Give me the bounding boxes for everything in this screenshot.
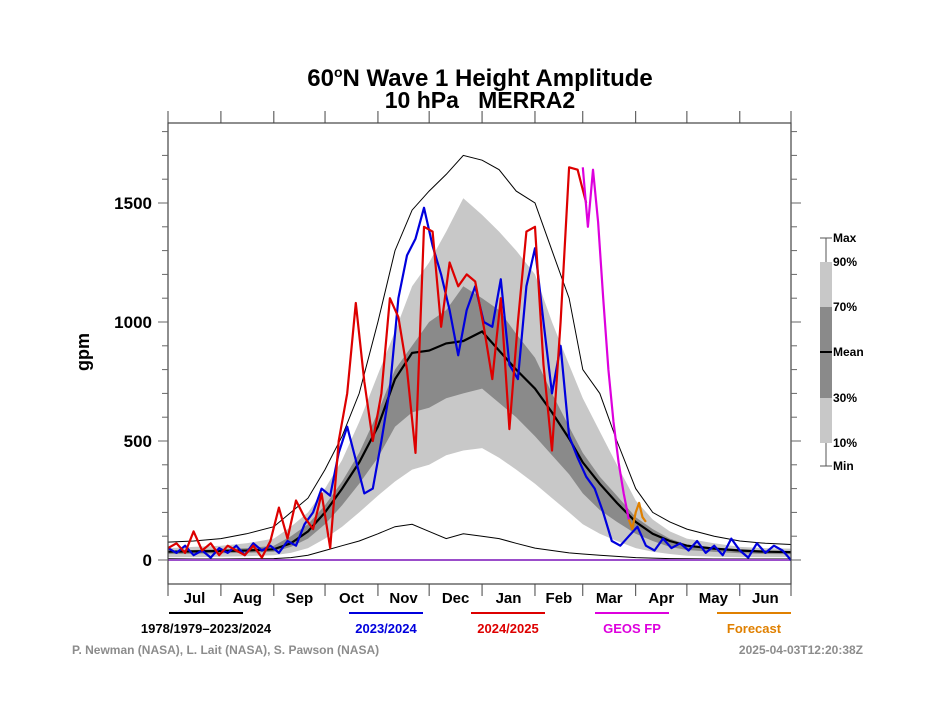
legend: 1978/1979–2023/2024 2023/2024 2024/2025 GEO… bbox=[141, 612, 791, 636]
series-line-geos-fp bbox=[581, 167, 630, 520]
y-axis-ticks: 0 500 1000 1500 bbox=[114, 131, 801, 570]
footer-authors: P. Newman (NASA), L. Lait (NASA), S. Paw… bbox=[72, 643, 379, 657]
legend-label: Forecast bbox=[727, 621, 782, 636]
band-30-70 bbox=[168, 286, 791, 555]
y-tick-label: 1000 bbox=[114, 313, 152, 332]
chart-subtitle: 10 hPa MERRA2 bbox=[385, 87, 575, 113]
y-tick-label: 0 bbox=[143, 551, 152, 570]
key-label: Max bbox=[833, 231, 857, 245]
series-line-forecast bbox=[627, 501, 647, 531]
x-tick-label: May bbox=[699, 590, 729, 607]
percentile-bands bbox=[168, 198, 791, 558]
legend-label: 2023/2024 bbox=[355, 621, 417, 636]
key-label: 90% bbox=[833, 255, 857, 269]
y-tick-label: 500 bbox=[124, 432, 152, 451]
plot-frame bbox=[167, 122, 792, 585]
x-tick-label: Aug bbox=[233, 590, 262, 607]
y-tick-label: 1500 bbox=[114, 194, 152, 213]
x-tick-label: Mar bbox=[596, 590, 623, 607]
axes bbox=[167, 122, 792, 585]
series-lines bbox=[167, 154, 792, 561]
x-tick-label: Nov bbox=[389, 590, 418, 607]
x-tick-label: Dec bbox=[442, 590, 470, 607]
chart-title: 60oN Wave 1 Height Amplitude bbox=[307, 64, 653, 92]
key-label: Mean bbox=[833, 345, 864, 359]
series-line-2024-2025 bbox=[167, 166, 588, 559]
x-axis-ticks: Jul Aug Sep Oct Nov Dec Jan Feb Mar Apr May Jun bbox=[167, 111, 792, 607]
y-axis-label: gpm bbox=[73, 333, 93, 371]
legend-label: 1978/1979–2023/2024 bbox=[141, 621, 272, 636]
x-tick-label: Oct bbox=[339, 590, 364, 607]
key-label: 10% bbox=[833, 436, 857, 450]
x-tick-label: Jan bbox=[496, 590, 522, 607]
key-label: 70% bbox=[833, 300, 857, 314]
x-tick-label: Feb bbox=[546, 590, 573, 607]
footer-timestamp: 2025-04-03T12:20:38Z bbox=[739, 643, 863, 657]
percentile-key: Max 90% 70% Mean 30% 10% Min bbox=[820, 231, 864, 473]
legend-label: GEOS FP bbox=[603, 621, 661, 636]
x-tick-label: Apr bbox=[648, 590, 674, 607]
climatology-min-line bbox=[167, 523, 791, 560]
x-tick-label: Jul bbox=[184, 590, 206, 607]
key-label: 30% bbox=[833, 391, 857, 405]
x-tick-label: Jun bbox=[752, 590, 779, 607]
key-label: Min bbox=[833, 459, 854, 473]
x-tick-label: Sep bbox=[286, 590, 314, 607]
climatology-max-line bbox=[167, 154, 792, 545]
legend-label: 2024/2025 bbox=[477, 621, 538, 636]
